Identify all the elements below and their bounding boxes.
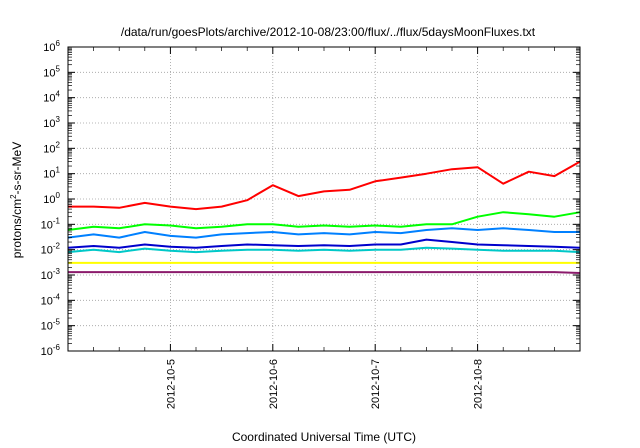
series-line-5 (67, 246, 581, 254)
y-tick-label: 10-3 (41, 267, 61, 282)
y-tick-label: 104 (43, 90, 60, 105)
y-tick-base: 10 (43, 93, 55, 105)
y-tick-base: 10 (41, 321, 53, 333)
x-tick-label: 2012-10-8 (473, 359, 485, 409)
y-tick-label: 10-6 (41, 343, 61, 358)
y-tick-exp: -4 (53, 292, 61, 301)
y-tick-exp: 1 (56, 166, 61, 175)
y-tick-base: 10 (41, 346, 53, 358)
series-line-1 (68, 160, 581, 211)
y-tick-label: 105 (43, 64, 60, 79)
y-tick-base: 10 (41, 295, 53, 307)
y-tick-label: 102 (43, 140, 60, 155)
grid-lines (68, 47, 580, 351)
y-tick-exp: 5 (56, 64, 61, 73)
y-tick-exp: 3 (56, 115, 61, 124)
x-tick-label: 2012-10-7 (370, 359, 382, 409)
y-tick-exp: 0 (56, 191, 61, 200)
y-tick-label: 100 (43, 191, 60, 206)
y-tick-exp: 6 (56, 39, 61, 48)
y-axis-label-sup: 2 (9, 194, 18, 199)
y-tick-base: 10 (41, 219, 53, 231)
x-axis-label: Coordinated Universal Time (UTC) (232, 430, 416, 444)
y-tick-label: 10-2 (41, 242, 61, 257)
series-line-4 (67, 238, 581, 249)
y-tick-base: 10 (43, 67, 55, 79)
y-tick-label: 10-1 (41, 216, 61, 231)
series-line-7 (68, 271, 581, 274)
series-layer (67, 160, 581, 274)
y-tick-base: 10 (43, 194, 55, 206)
y-tick-label: 10-4 (41, 292, 61, 307)
y-tick-label: 101 (43, 166, 60, 181)
y-tick-label: 106 (43, 39, 60, 54)
y-tick-label: 103 (43, 115, 60, 130)
x-tick-label: 2012-10-5 (165, 359, 177, 409)
y-tick-exp: 2 (56, 140, 61, 149)
y-tick-labels: 10-610-510-410-310-210-11001011021031041… (41, 39, 61, 358)
y-axis-label-rest: -s-sr-MeV (10, 142, 24, 195)
axis-ticks (67, 46, 581, 352)
y-tick-label: 10-5 (41, 318, 61, 333)
y-tick-exp: -6 (53, 343, 61, 352)
y-tick-base: 10 (43, 143, 55, 155)
y-tick-exp: 4 (56, 90, 61, 99)
y-tick-exp: -5 (53, 318, 61, 327)
series-line-3 (67, 227, 580, 239)
y-tick-exp: -3 (53, 267, 61, 276)
chart-title: /data/run/goesPlots/archive/2012-10-08/2… (121, 25, 536, 39)
x-tick-label: 2012-10-6 (268, 359, 280, 409)
y-tick-base: 10 (43, 42, 55, 54)
y-tick-base: 10 (43, 169, 55, 181)
series-line-2 (67, 211, 581, 231)
y-tick-exp: -2 (53, 242, 61, 251)
y-tick-base: 10 (41, 270, 53, 282)
y-tick-base: 10 (41, 245, 53, 257)
y-tick-base: 10 (43, 118, 55, 130)
x-tick-labels: 2012-10-5 2012-10-6 2012-10-7 2012-10-8 (165, 359, 484, 409)
y-tick-exp: -1 (53, 216, 61, 225)
y-axis-label: protons/cm2-s-sr-MeV (9, 142, 24, 258)
y-axis-label-base: protons/cm (10, 199, 24, 258)
